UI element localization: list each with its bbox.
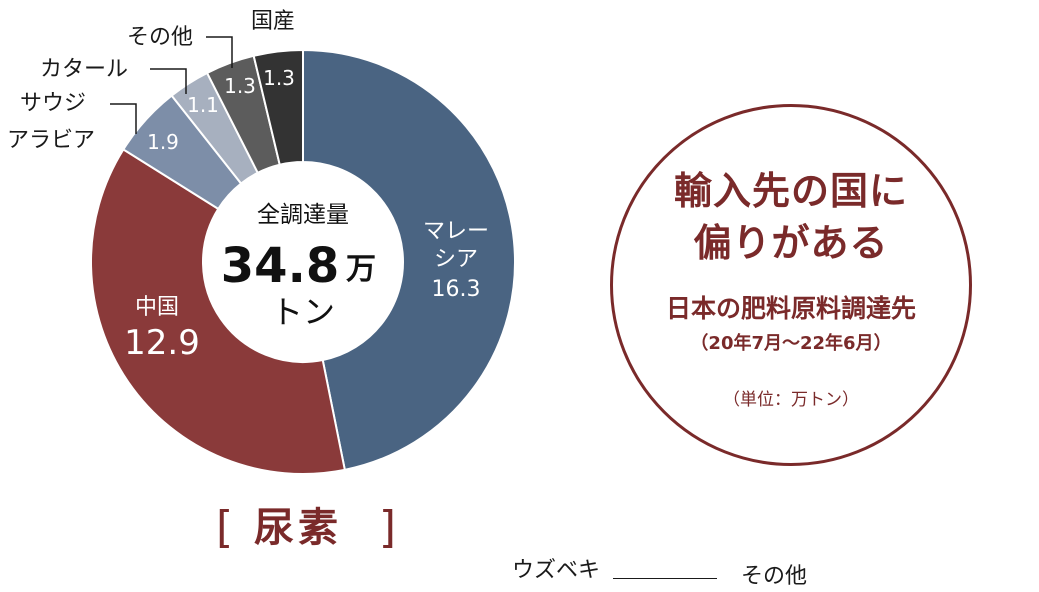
leader-lines xyxy=(110,36,233,134)
outer-label-domestic: 国産 xyxy=(251,9,295,34)
badge-headline-line1: 輸入先の国に xyxy=(673,169,908,213)
slice-china xyxy=(90,148,347,475)
title-bracket-left: [ xyxy=(216,502,234,553)
next-chart-label-left: ウズベキ xyxy=(512,558,601,583)
center-unit-2: トン xyxy=(271,293,335,331)
leader-qatar xyxy=(150,68,187,94)
slice-value-domestic: 1.3 xyxy=(263,66,295,90)
summary-badge: 輸入先の国に 偏りがある 日本の肥料原料調達先 （20年7月～22年6月） （単… xyxy=(610,104,972,466)
slice-value-other: 1.3 xyxy=(224,74,256,98)
leader-other xyxy=(206,36,233,68)
title-bracket-right: ] xyxy=(378,502,396,553)
center-label: 全調達量 xyxy=(257,202,349,228)
slice-domestic xyxy=(252,48,304,166)
slice-value-qatar: 1.1 xyxy=(187,93,219,117)
leader-saudi xyxy=(110,103,137,134)
outer-label-other: その他 xyxy=(127,25,193,50)
outer-label-saudi-line1: サウジ xyxy=(20,91,86,116)
slice-label-malaysia-value: 16.3 xyxy=(432,277,481,302)
slice-value-saudi: 1.9 xyxy=(147,130,179,154)
badge-unit: （単位：万トン） xyxy=(723,390,859,410)
center-unit-1: 万 xyxy=(346,252,376,287)
next-chart-label-right: その他 xyxy=(741,564,808,589)
badge-subtitle: 日本の肥料原料調達先 xyxy=(665,294,916,323)
slice-malaysia xyxy=(302,48,516,472)
slice-label-malaysia-name2: シア xyxy=(434,247,478,272)
badge-headline-line2: 偏りがある xyxy=(693,221,889,265)
slice-label-china-name: 中国 xyxy=(135,295,179,320)
outer-label-saudi-line2: アラビア xyxy=(7,128,95,153)
donut-slices xyxy=(90,48,516,475)
next-chart-leader-line xyxy=(613,578,717,579)
slice-label-malaysia-name1: マレー xyxy=(423,219,489,244)
outer-label-qatar: カタール xyxy=(40,57,128,82)
badge-period: （20年7月～22年6月） xyxy=(690,333,892,354)
slice-label-china-value: 12.9 xyxy=(124,323,200,363)
chart-title-text: 尿素 xyxy=(254,505,342,551)
donut-chart: マレー シア 16.3 中国 12.9 1.9 1.1 1.3 1.3 サウジ … xyxy=(7,9,516,475)
chart-title: [ 尿素 ] xyxy=(216,498,396,558)
center-value: 34.8 xyxy=(221,238,339,294)
